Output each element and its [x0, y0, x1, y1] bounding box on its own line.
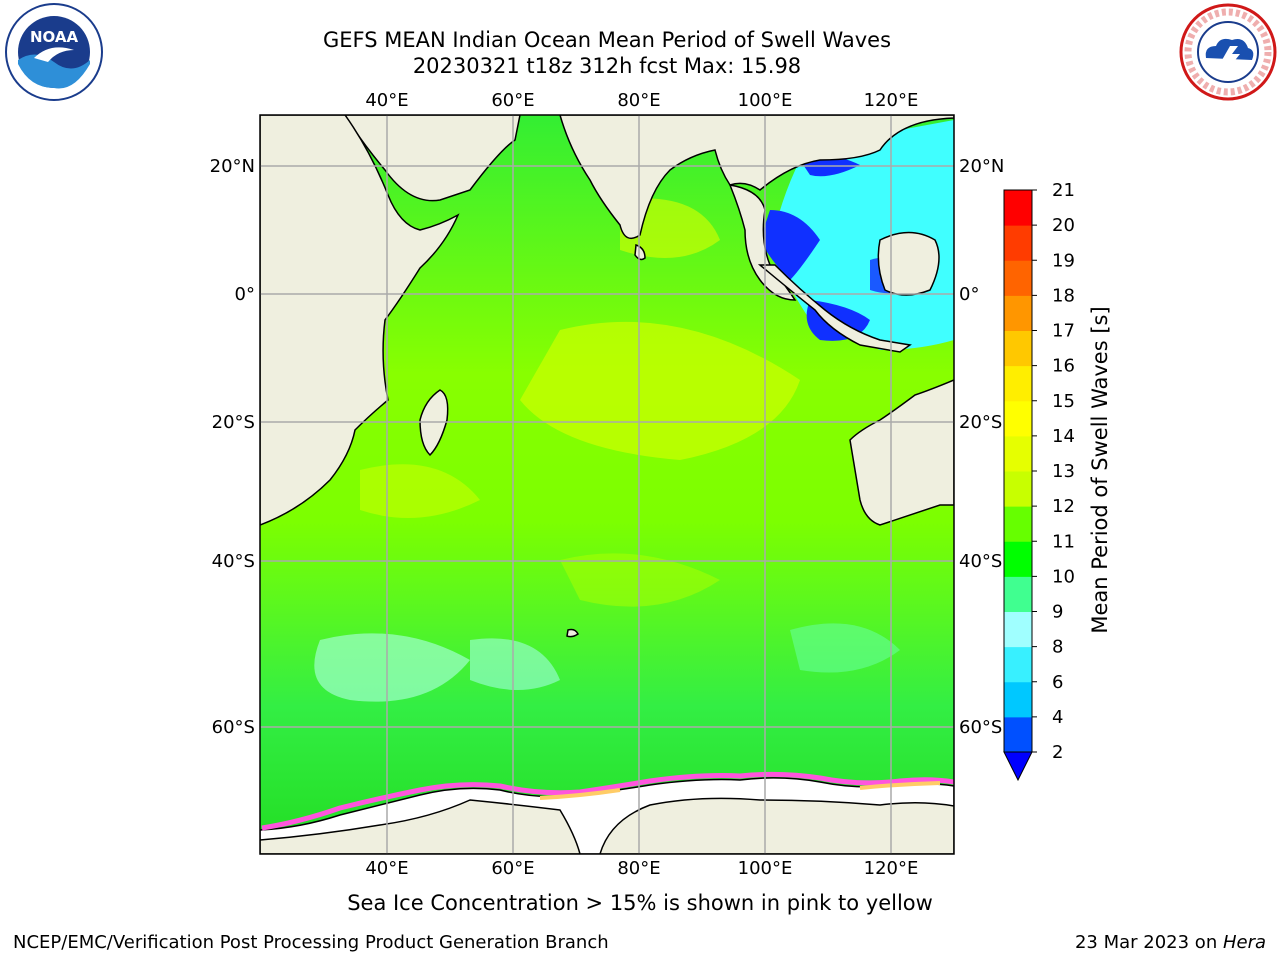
- graticule: [260, 115, 954, 854]
- low-period-patch: [790, 623, 900, 673]
- lat-tick-right: 20°S: [959, 412, 1002, 433]
- high-period-patch: [560, 553, 720, 607]
- borneo: [877, 231, 940, 296]
- colorbar-label: Mean Period of Swell Waves [s]: [1088, 306, 1112, 634]
- colorbar-segment: [1004, 400, 1032, 437]
- chart-title: GEFS MEAN Indian Ocean Mean Period of Sw…: [322, 28, 892, 52]
- india: [559, 115, 954, 240]
- colorbar-segment: [1004, 471, 1032, 507]
- colorbar-segment: [1004, 225, 1032, 261]
- lon-tick-bottom: 100°E: [738, 858, 793, 879]
- run-date-credit: 23 Mar 2023 on Hera: [1075, 932, 1266, 953]
- chart-subtitle: 20230321 t18z 312h fcst Max: 15.98: [412, 54, 802, 78]
- lon-tick-bottom: 40°E: [365, 858, 408, 879]
- noaa-logo-text: NOAA: [30, 28, 79, 46]
- colorbar-segment: [1004, 646, 1032, 683]
- colorbar-tick-label: 17: [1052, 321, 1075, 342]
- colorbar-tick-label: 19: [1052, 250, 1075, 271]
- kerguelen: [566, 628, 579, 638]
- noaa-logo: NOAA: [5, 3, 103, 101]
- lat-tick-left: 40°S: [212, 551, 255, 572]
- lon-tick-top: 40°E: [365, 90, 408, 111]
- lon-tick-bottom: 60°E: [491, 858, 534, 879]
- colorbar-tick-label: 11: [1052, 531, 1075, 552]
- lon-tick-top: 100°E: [738, 90, 793, 111]
- colorbar-segment: [1004, 365, 1032, 402]
- colorbar-tick-label: 14: [1052, 426, 1075, 447]
- lon-tick-top: 60°E: [491, 90, 534, 111]
- lon-tick-top: 80°E: [617, 90, 660, 111]
- lat-tick-right: 40°S: [959, 551, 1002, 572]
- colorbar: 2 4 6 8 9 10 11 12 13 14 15 16 17 18 19 20 21: [1003, 180, 1075, 782]
- colorbar-segment: [1004, 190, 1032, 226]
- colorbar-tick-label: 8: [1052, 637, 1063, 658]
- run-date: 23 Mar 2023 on: [1074, 932, 1223, 953]
- lon-tick-bottom: 120°E: [864, 858, 919, 879]
- map-frame: [259, 114, 955, 855]
- low-period-patch: [470, 638, 560, 690]
- colorbar-tick-label: 10: [1052, 566, 1075, 587]
- lat-tick-right: 60°S: [959, 717, 1002, 738]
- nws-logo: [1179, 3, 1277, 101]
- antarctica: [260, 797, 954, 854]
- colorbar-tick-label: 6: [1052, 672, 1063, 693]
- colorbar-segment: [1004, 681, 1032, 718]
- lat-tick-right: 20°N: [959, 156, 1004, 177]
- colorbar-tick-label: 21: [1052, 180, 1075, 201]
- high-period-patch: [520, 321, 800, 460]
- colorbar-tick-label: 16: [1052, 356, 1075, 377]
- colorbar-segment: [1004, 576, 1032, 612]
- colorbar-segment: [1004, 295, 1032, 331]
- lat-tick-left: 60°S: [212, 717, 255, 738]
- colorbar-tick-label: 4: [1052, 707, 1063, 728]
- colorbar-tick-label: 18: [1052, 285, 1075, 306]
- arabia: [260, 115, 521, 202]
- colorbar-segment: [1004, 435, 1032, 472]
- lat-tick-left: 20°N: [210, 156, 255, 177]
- land: [260, 115, 954, 854]
- colorbar-segment: [1004, 611, 1032, 648]
- colorbar-under-arrow: [1003, 751, 1033, 782]
- low-period-patch: [314, 633, 470, 702]
- colorbar-segment: [1004, 330, 1032, 367]
- colorbar-tick-label: 9: [1052, 602, 1063, 623]
- sea-ice-edge: [859, 781, 941, 790]
- colorbar-tick-label: 2: [1052, 742, 1063, 763]
- colorbar-tick-label: 15: [1052, 391, 1075, 412]
- sea-ice-edge: [261, 771, 954, 831]
- lon-tick-bottom: 80°E: [617, 858, 660, 879]
- lat-tick-left: 20°S: [212, 412, 255, 433]
- colorbar-tick-label: 13: [1052, 461, 1075, 482]
- producer-credit: NCEP/EMC/Verification Post Processing Pr…: [13, 932, 609, 953]
- map-field: [260, 115, 954, 854]
- lat-tick-right: 0°: [959, 284, 979, 305]
- sri-lanka: [634, 243, 646, 261]
- sea-ice-edge: [539, 788, 621, 800]
- colorbar-segment: [1004, 716, 1032, 753]
- colorbar-segment: [1004, 506, 1032, 542]
- colorbar-tick-label: 12: [1052, 496, 1075, 517]
- colorbar-segment: [1004, 541, 1032, 577]
- lat-tick-left: 0°: [235, 284, 255, 305]
- colorbar-tick-label: 20: [1052, 215, 1075, 236]
- sea-ice-footnote: Sea Ice Concentration > 15% is shown in …: [347, 891, 933, 915]
- australia: [849, 379, 954, 526]
- colorbar-segment: [1004, 260, 1032, 296]
- host-name: Hera: [1222, 932, 1266, 953]
- very-low-period-patch: [760, 210, 820, 280]
- lon-tick-top: 120°E: [864, 90, 919, 111]
- high-period-patch: [360, 464, 480, 518]
